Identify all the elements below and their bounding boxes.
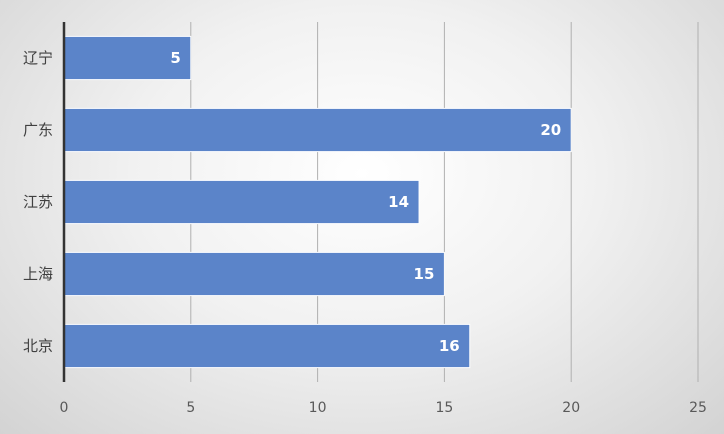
- data-label-4: 16: [439, 337, 460, 355]
- x-tick-label-5: 25: [689, 400, 707, 416]
- data-label-1: 20: [540, 121, 561, 139]
- x-tick-label-4: 20: [562, 400, 580, 416]
- x-tick-label-3: 15: [435, 400, 453, 416]
- category-label-2: 江苏: [23, 193, 53, 211]
- data-label-0: 5: [170, 49, 180, 67]
- bar-0: [63, 35, 192, 81]
- data-label-3: 15: [414, 265, 435, 283]
- category-label-4: 北京: [23, 337, 53, 355]
- category-label-3: 上海: [23, 265, 53, 283]
- category-label-0: 辽宁: [23, 49, 53, 67]
- category-label-1: 广东: [23, 121, 53, 139]
- bar-4: [63, 323, 471, 369]
- bar-3: [63, 251, 445, 297]
- bar-2: [63, 179, 420, 225]
- x-tick-label-1: 5: [186, 400, 195, 416]
- bar-1: [63, 107, 572, 153]
- x-tick-label-2: 10: [309, 400, 327, 416]
- data-label-2: 14: [388, 193, 409, 211]
- x-tick-label-0: 0: [60, 400, 69, 416]
